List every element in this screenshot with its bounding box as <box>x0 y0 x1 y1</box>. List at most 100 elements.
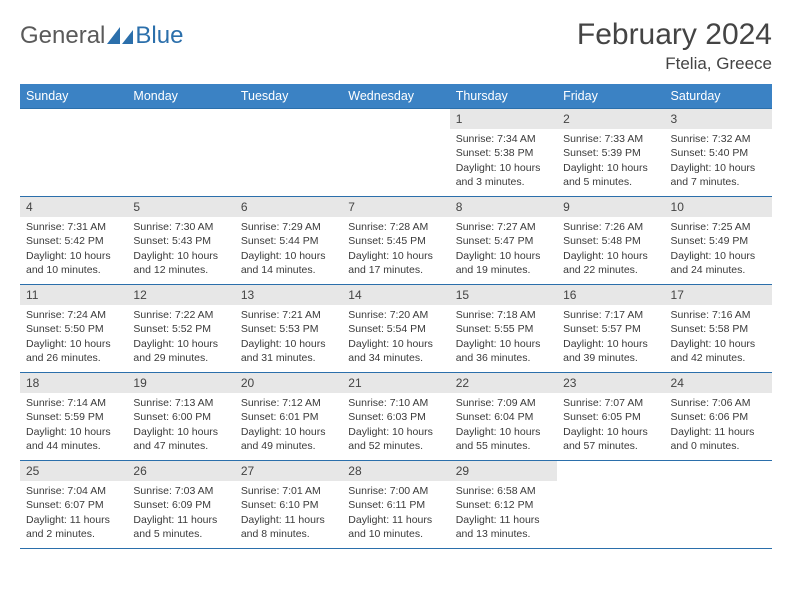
day-details: Sunrise: 7:12 AMSunset: 6:01 PMDaylight:… <box>235 393 342 457</box>
day-details: Sunrise: 7:13 AMSunset: 6:00 PMDaylight:… <box>127 393 234 457</box>
day-number: 20 <box>235 373 342 393</box>
header: General Blue February 2024 Ftelia, Greec… <box>20 18 772 74</box>
calendar-cell: 15Sunrise: 7:18 AMSunset: 5:55 PMDayligh… <box>450 285 557 373</box>
day-number: 22 <box>450 373 557 393</box>
calendar-cell <box>235 109 342 197</box>
day-number: 4 <box>20 197 127 217</box>
calendar-row: 4Sunrise: 7:31 AMSunset: 5:42 PMDaylight… <box>20 197 772 285</box>
calendar-row: 1Sunrise: 7:34 AMSunset: 5:38 PMDaylight… <box>20 109 772 197</box>
calendar-cell: 6Sunrise: 7:29 AMSunset: 5:44 PMDaylight… <box>235 197 342 285</box>
day-number: 3 <box>665 109 772 129</box>
day-details: Sunrise: 7:07 AMSunset: 6:05 PMDaylight:… <box>557 393 664 457</box>
day-number: 19 <box>127 373 234 393</box>
day-details: Sunrise: 7:16 AMSunset: 5:58 PMDaylight:… <box>665 305 772 369</box>
day-details: Sunrise: 7:18 AMSunset: 5:55 PMDaylight:… <box>450 305 557 369</box>
day-number: 13 <box>235 285 342 305</box>
calendar-cell: 1Sunrise: 7:34 AMSunset: 5:38 PMDaylight… <box>450 109 557 197</box>
calendar-cell: 28Sunrise: 7:00 AMSunset: 6:11 PMDayligh… <box>342 461 449 549</box>
day-number: 9 <box>557 197 664 217</box>
day-number: 24 <box>665 373 772 393</box>
weekday-header: Tuesday <box>235 84 342 109</box>
calendar-cell: 16Sunrise: 7:17 AMSunset: 5:57 PMDayligh… <box>557 285 664 373</box>
weekday-header-row: SundayMondayTuesdayWednesdayThursdayFrid… <box>20 84 772 109</box>
day-details: Sunrise: 7:31 AMSunset: 5:42 PMDaylight:… <box>20 217 127 281</box>
day-number: 1 <box>450 109 557 129</box>
day-number: 8 <box>450 197 557 217</box>
calendar-cell: 25Sunrise: 7:04 AMSunset: 6:07 PMDayligh… <box>20 461 127 549</box>
day-number: 16 <box>557 285 664 305</box>
day-number: 2 <box>557 109 664 129</box>
day-details: Sunrise: 7:26 AMSunset: 5:48 PMDaylight:… <box>557 217 664 281</box>
day-details: Sunrise: 7:28 AMSunset: 5:45 PMDaylight:… <box>342 217 449 281</box>
day-details: Sunrise: 7:06 AMSunset: 6:06 PMDaylight:… <box>665 393 772 457</box>
calendar-cell: 22Sunrise: 7:09 AMSunset: 6:04 PMDayligh… <box>450 373 557 461</box>
day-details: Sunrise: 7:10 AMSunset: 6:03 PMDaylight:… <box>342 393 449 457</box>
day-details: Sunrise: 7:33 AMSunset: 5:39 PMDaylight:… <box>557 129 664 193</box>
day-details: Sunrise: 7:29 AMSunset: 5:44 PMDaylight:… <box>235 217 342 281</box>
day-details: Sunrise: 7:01 AMSunset: 6:10 PMDaylight:… <box>235 481 342 545</box>
calendar-cell: 13Sunrise: 7:21 AMSunset: 5:53 PMDayligh… <box>235 285 342 373</box>
calendar-cell <box>342 109 449 197</box>
calendar-cell: 26Sunrise: 7:03 AMSunset: 6:09 PMDayligh… <box>127 461 234 549</box>
day-number: 15 <box>450 285 557 305</box>
day-details: Sunrise: 7:21 AMSunset: 5:53 PMDaylight:… <box>235 305 342 369</box>
day-number: 6 <box>235 197 342 217</box>
calendar-cell: 27Sunrise: 7:01 AMSunset: 6:10 PMDayligh… <box>235 461 342 549</box>
day-number: 17 <box>665 285 772 305</box>
day-number: 23 <box>557 373 664 393</box>
day-number: 26 <box>127 461 234 481</box>
calendar-cell: 5Sunrise: 7:30 AMSunset: 5:43 PMDaylight… <box>127 197 234 285</box>
weekday-header: Saturday <box>665 84 772 109</box>
weekday-header: Friday <box>557 84 664 109</box>
day-number: 25 <box>20 461 127 481</box>
day-number: 21 <box>342 373 449 393</box>
calendar-cell: 12Sunrise: 7:22 AMSunset: 5:52 PMDayligh… <box>127 285 234 373</box>
calendar-cell: 29Sunrise: 6:58 AMSunset: 6:12 PMDayligh… <box>450 461 557 549</box>
calendar-cell <box>20 109 127 197</box>
day-details: Sunrise: 7:34 AMSunset: 5:38 PMDaylight:… <box>450 129 557 193</box>
day-details: Sunrise: 6:58 AMSunset: 6:12 PMDaylight:… <box>450 481 557 545</box>
calendar-cell: 20Sunrise: 7:12 AMSunset: 6:01 PMDayligh… <box>235 373 342 461</box>
calendar-cell: 23Sunrise: 7:07 AMSunset: 6:05 PMDayligh… <box>557 373 664 461</box>
day-details: Sunrise: 7:09 AMSunset: 6:04 PMDaylight:… <box>450 393 557 457</box>
weekday-header: Monday <box>127 84 234 109</box>
brand-word-1: General <box>20 22 105 50</box>
day-details: Sunrise: 7:30 AMSunset: 5:43 PMDaylight:… <box>127 217 234 281</box>
calendar-row: 11Sunrise: 7:24 AMSunset: 5:50 PMDayligh… <box>20 285 772 373</box>
calendar-row: 18Sunrise: 7:14 AMSunset: 5:59 PMDayligh… <box>20 373 772 461</box>
calendar-cell: 8Sunrise: 7:27 AMSunset: 5:47 PMDaylight… <box>450 197 557 285</box>
day-number: 27 <box>235 461 342 481</box>
sail-icon <box>107 27 133 45</box>
brand-word-2: Blue <box>135 22 183 50</box>
day-number: 28 <box>342 461 449 481</box>
day-number: 18 <box>20 373 127 393</box>
brand-logo: General Blue <box>20 18 183 50</box>
day-number: 12 <box>127 285 234 305</box>
day-details: Sunrise: 7:20 AMSunset: 5:54 PMDaylight:… <box>342 305 449 369</box>
calendar-cell: 10Sunrise: 7:25 AMSunset: 5:49 PMDayligh… <box>665 197 772 285</box>
calendar-cell: 14Sunrise: 7:20 AMSunset: 5:54 PMDayligh… <box>342 285 449 373</box>
calendar-cell: 21Sunrise: 7:10 AMSunset: 6:03 PMDayligh… <box>342 373 449 461</box>
calendar-cell <box>127 109 234 197</box>
day-details: Sunrise: 7:17 AMSunset: 5:57 PMDaylight:… <box>557 305 664 369</box>
day-number: 7 <box>342 197 449 217</box>
calendar-cell: 3Sunrise: 7:32 AMSunset: 5:40 PMDaylight… <box>665 109 772 197</box>
weekday-header: Wednesday <box>342 84 449 109</box>
day-number: 11 <box>20 285 127 305</box>
day-number: 10 <box>665 197 772 217</box>
calendar-cell: 9Sunrise: 7:26 AMSunset: 5:48 PMDaylight… <box>557 197 664 285</box>
calendar-cell: 2Sunrise: 7:33 AMSunset: 5:39 PMDaylight… <box>557 109 664 197</box>
calendar-table: SundayMondayTuesdayWednesdayThursdayFrid… <box>20 84 772 549</box>
weekday-header: Sunday <box>20 84 127 109</box>
calendar-cell <box>557 461 664 549</box>
calendar-cell: 17Sunrise: 7:16 AMSunset: 5:58 PMDayligh… <box>665 285 772 373</box>
day-number: 14 <box>342 285 449 305</box>
calendar-cell: 18Sunrise: 7:14 AMSunset: 5:59 PMDayligh… <box>20 373 127 461</box>
calendar-cell: 11Sunrise: 7:24 AMSunset: 5:50 PMDayligh… <box>20 285 127 373</box>
calendar-body: 1Sunrise: 7:34 AMSunset: 5:38 PMDaylight… <box>20 109 772 549</box>
calendar-cell: 19Sunrise: 7:13 AMSunset: 6:00 PMDayligh… <box>127 373 234 461</box>
day-details: Sunrise: 7:14 AMSunset: 5:59 PMDaylight:… <box>20 393 127 457</box>
title-block: February 2024 Ftelia, Greece <box>577 18 772 74</box>
day-details: Sunrise: 7:32 AMSunset: 5:40 PMDaylight:… <box>665 129 772 193</box>
day-details: Sunrise: 7:24 AMSunset: 5:50 PMDaylight:… <box>20 305 127 369</box>
